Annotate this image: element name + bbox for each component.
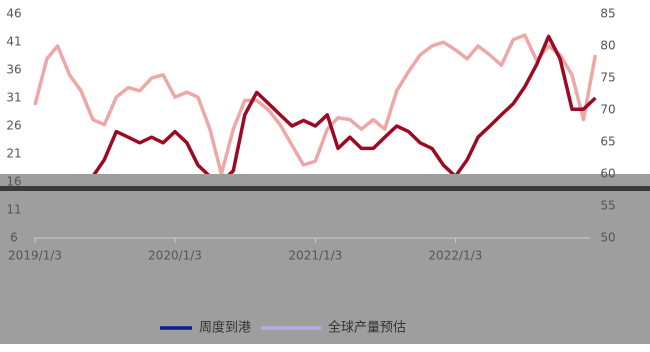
plot (33, 33, 598, 201)
y2-tick-label: 75 (600, 71, 615, 85)
y2-tick-label: 85 (600, 7, 615, 21)
legend-label: 周度到港 (199, 320, 251, 336)
x-tick-label: 2019/1/3 (8, 249, 62, 263)
glitch-line (0, 186, 650, 191)
y-tick-label: 46 (6, 7, 21, 21)
y2-tick-label: 60 (600, 167, 615, 181)
series-line (33, 33, 598, 176)
x-tick-label: 2021/1/3 (288, 249, 342, 263)
y-tick-label: 11 (6, 203, 21, 217)
y2-tick-label: 50 (600, 231, 615, 245)
y-tick-label: 41 (6, 35, 21, 49)
x-tick-label: 2022/1/3 (428, 249, 482, 263)
y-tick-label: 16 (6, 175, 21, 189)
y-tick-label: 21 (6, 147, 21, 161)
y-tick-label: 6 (10, 231, 18, 245)
y2-tick-label: 55 (600, 199, 615, 213)
y2-tick-label: 70 (600, 103, 615, 117)
legend-label: 全球产量预估 (328, 320, 406, 336)
y2-tick-label: 80 (600, 39, 615, 53)
series-line (34, 34, 597, 201)
y-tick-label: 36 (6, 63, 21, 77)
y2-tick-label: 65 (600, 135, 615, 149)
x-tick-label: 2020/1/3 (148, 249, 202, 263)
axes: 2019/1/3 2020/1/3 2021/1/3 2022/1/3 6 11 16 21 2… (6, 7, 615, 336)
glitch-band (0, 174, 650, 344)
y-tick-label: 31 (6, 91, 21, 105)
y-tick-label: 26 (6, 119, 21, 133)
